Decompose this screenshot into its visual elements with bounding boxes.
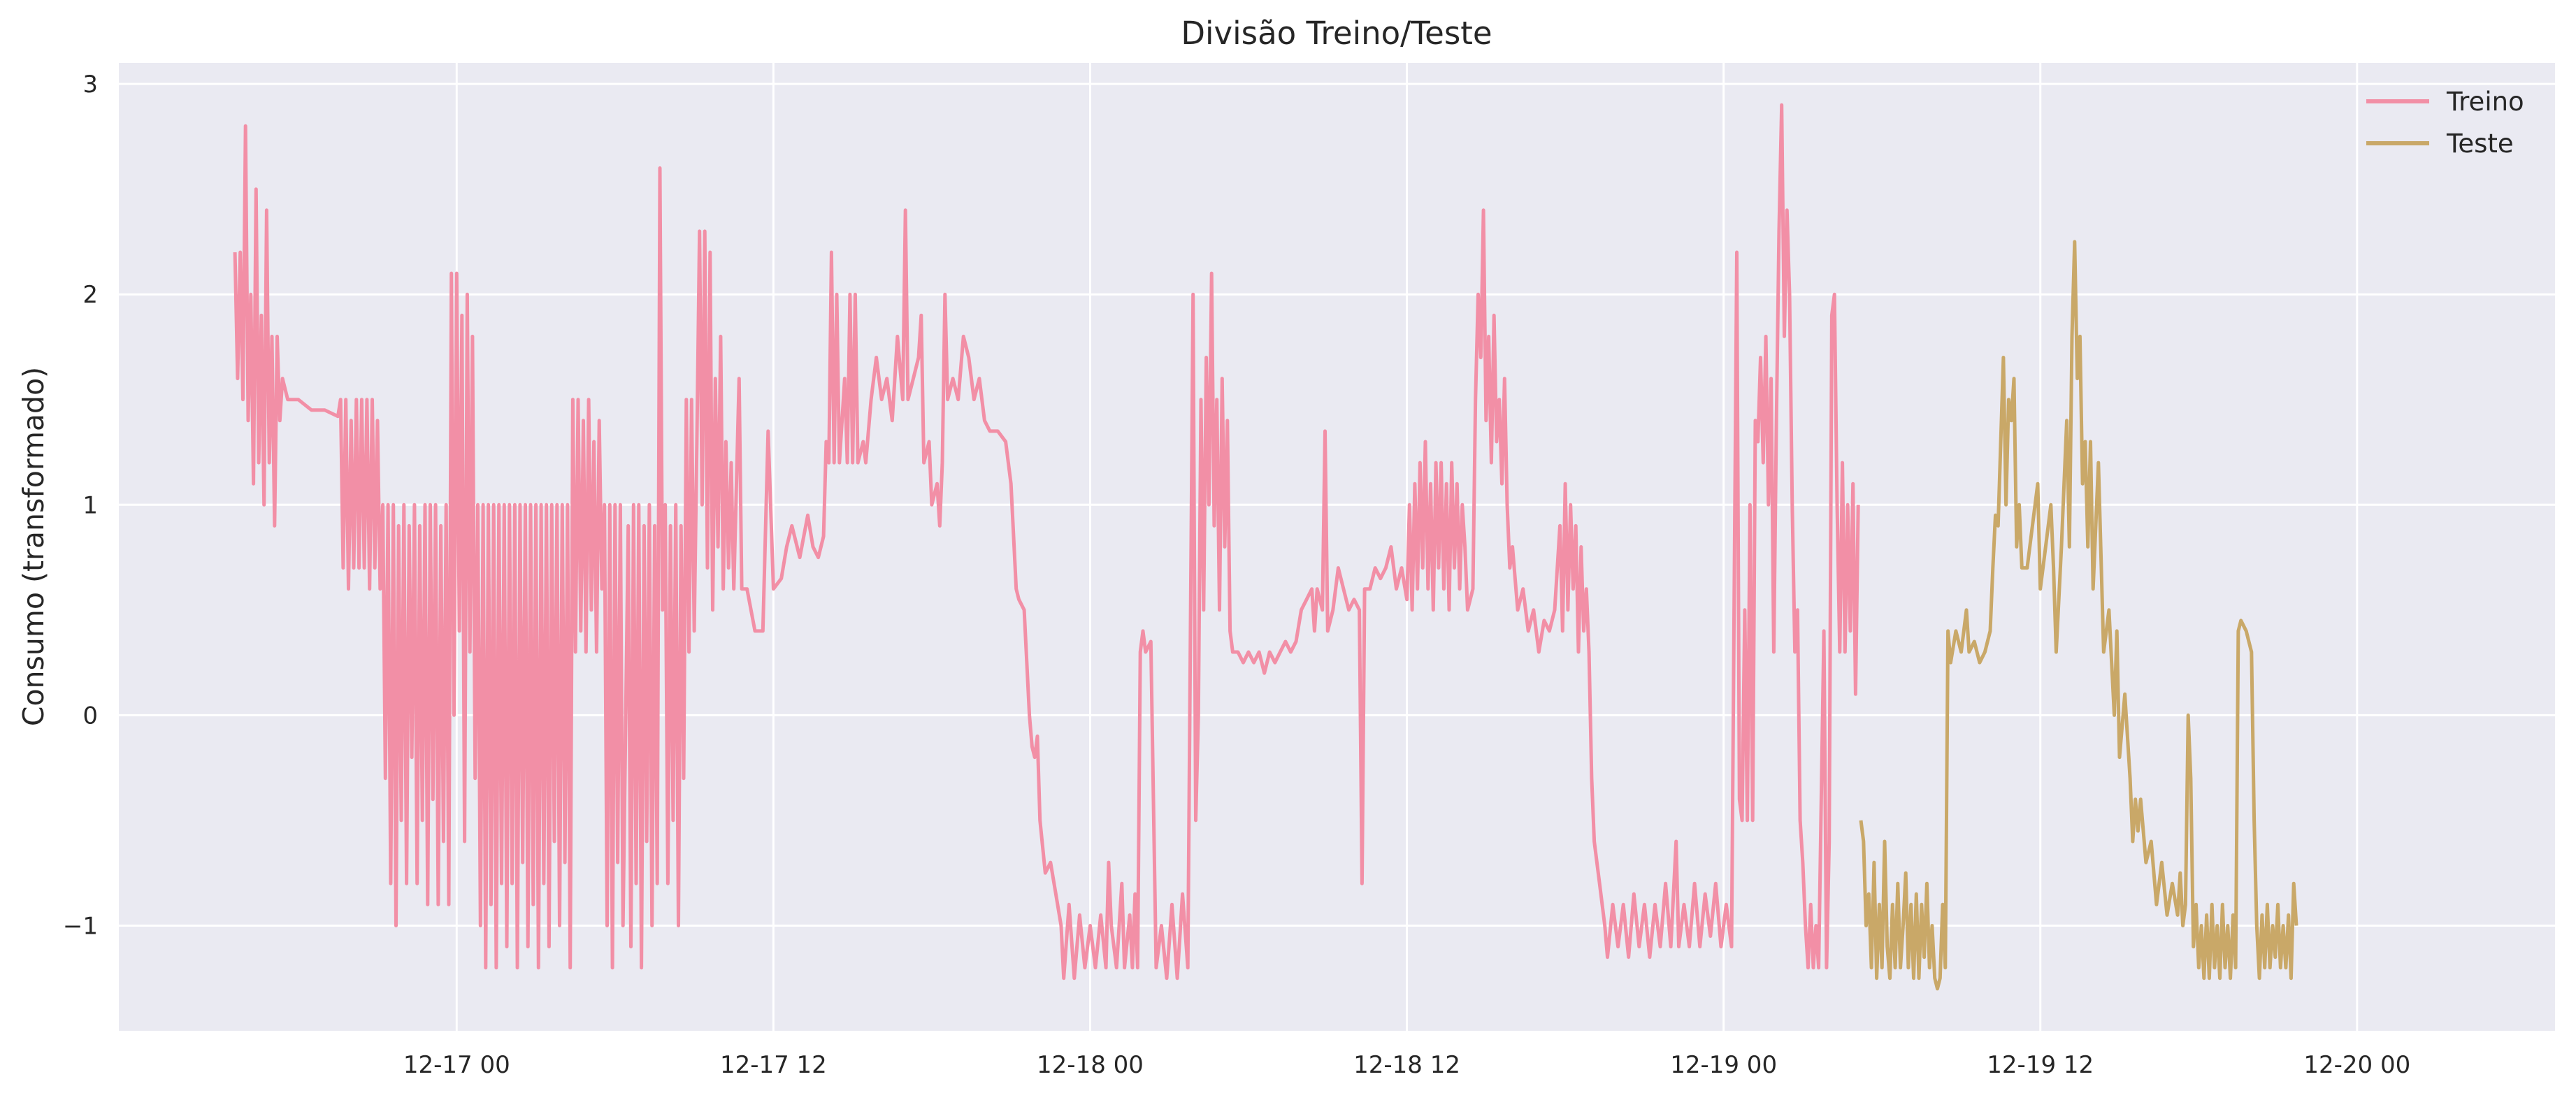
y-tick-label: −1	[63, 912, 98, 940]
x-tick-label: 12-19 00	[1670, 1051, 1777, 1079]
chart-title: Divisão Treino/Teste	[1181, 15, 1492, 52]
legend-label: Teste	[2446, 129, 2514, 159]
x-tick-label: 12-18 12	[1353, 1051, 1460, 1079]
y-axis-title: Consumo (transformado)	[17, 367, 50, 726]
legend: Treino Teste	[2366, 87, 2524, 159]
y-tick-labels: −1 0 1 2 3	[63, 71, 98, 940]
y-tick-label: 1	[82, 491, 98, 519]
legend-label: Treino	[2446, 87, 2524, 117]
x-tick-label: 12-17 00	[403, 1051, 510, 1079]
y-tick-label: 0	[82, 702, 98, 730]
x-tick-labels: 12-17 00 12-17 12 12-18 00 12-18 12 12-19 00…	[403, 1051, 2410, 1079]
x-tick-label: 12-19 12	[1987, 1051, 2094, 1079]
x-tick-label: 12-20 00	[2303, 1051, 2410, 1079]
x-tick-label: 12-17 12	[720, 1051, 827, 1079]
y-tick-label: 3	[82, 71, 98, 99]
series-line-treino	[233, 103, 1860, 980]
series-line-teste	[1859, 240, 2298, 991]
x-tick-label: 12-18 00	[1037, 1051, 1144, 1079]
series-lines	[233, 103, 2298, 991]
y-tick-label: 2	[82, 281, 98, 309]
